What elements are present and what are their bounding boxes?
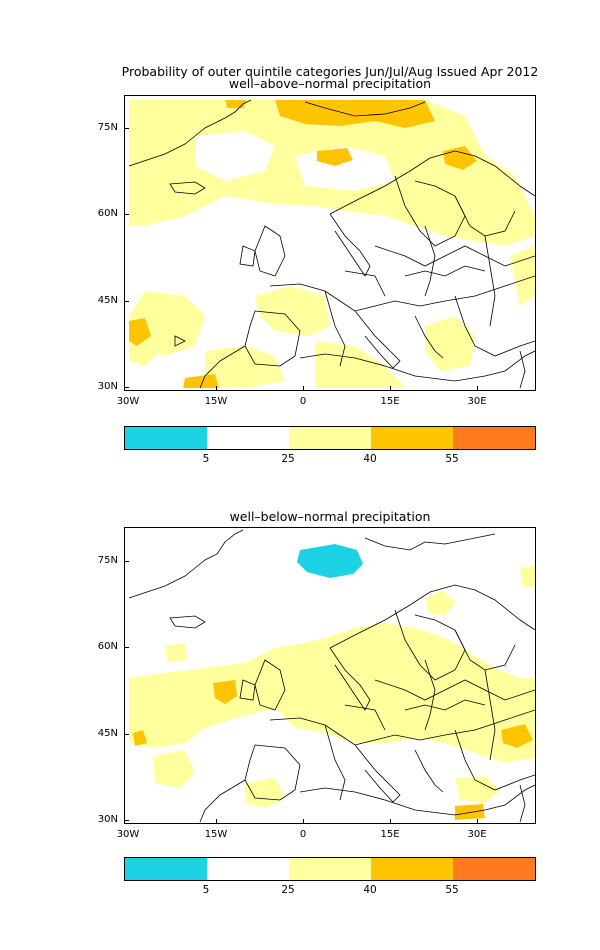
tick	[124, 647, 129, 648]
panel-1-coastlines	[128, 99, 535, 389]
panel-1-subtitle: well–above–normal precipitation	[228, 76, 432, 91]
panel-1-lat-label-60N: 60N	[97, 208, 118, 219]
colorbar-segment-dark-orange	[453, 427, 535, 449]
tick	[216, 819, 217, 824]
tick	[124, 387, 129, 388]
colorbar-segment-cyan	[125, 858, 207, 880]
colorbar-segment-cyan	[125, 427, 207, 449]
panel-2-lon-label-30E: 30E	[467, 829, 487, 840]
panel-2-coastlines	[128, 529, 535, 823]
panel-2-lat-label-30N: 30N	[97, 814, 118, 825]
tick	[390, 386, 391, 391]
panel-2-lat-label-45N: 45N	[97, 728, 118, 739]
tick	[477, 819, 478, 824]
panel-2-colorbar-label-40: 40	[363, 884, 377, 896]
tick	[390, 819, 391, 824]
panel-1-colorbar-label-40: 40	[363, 453, 377, 465]
tick	[124, 214, 129, 215]
panel-2-lat-label-60N: 60N	[97, 641, 118, 652]
panel-1-map	[124, 95, 536, 391]
panel-2-shading-40-55	[133, 680, 533, 820]
panel-1-lat-label-45N: 45N	[97, 295, 118, 306]
panel-1-lat-label-30N: 30N	[97, 381, 118, 392]
panel-1-lon-label-30E: 30E	[467, 396, 487, 407]
colorbar-segment-orange	[371, 858, 453, 880]
panel-1-colorbar	[124, 426, 536, 450]
tick	[124, 820, 129, 821]
panel-2-lat-label-75N: 75N	[97, 555, 118, 566]
panel-2-lon-label-30W: 30W	[116, 829, 140, 840]
panel-1-lat-label-75N: 75N	[97, 122, 118, 133]
panel-1-lon-label-30W: 30W	[116, 396, 140, 407]
tick	[303, 386, 304, 391]
panel-2-colorbar-label-25: 25	[281, 884, 295, 896]
colorbar-segment-light-yellow	[289, 427, 371, 449]
tick	[124, 561, 129, 562]
panel-1-lon-label-0: 0	[299, 396, 307, 407]
panel-2-shading-white	[235, 708, 415, 790]
panel-1-colorbar-label-5: 5	[202, 453, 210, 465]
panel-2-lon-label-15W: 15W	[204, 829, 228, 840]
tick	[216, 386, 217, 391]
panel-2-colorbar-label-55: 55	[445, 884, 459, 896]
colorbar-segment-orange	[371, 427, 453, 449]
panel-1-shading-40-55	[129, 100, 477, 388]
panel-1-colorbar-label-55: 55	[445, 453, 459, 465]
panel-2-shading-25-40	[129, 566, 535, 808]
tick	[124, 734, 129, 735]
panel-1-lon-label-15E: 15E	[380, 396, 400, 407]
tick	[303, 819, 304, 824]
colorbar-segment-white	[207, 427, 289, 449]
panel-1-lon-label-15W: 15W	[204, 396, 228, 407]
tick	[477, 386, 478, 391]
colorbar-segment-white	[207, 858, 289, 880]
panel-2-colorbar	[124, 857, 536, 881]
figure-title: Probability of outer quintile categories…	[121, 64, 539, 79]
panel-2-lon-label-15E: 15E	[380, 829, 400, 840]
panel-2-colorbar-label-5: 5	[202, 884, 210, 896]
panel-2-shading-below-5	[297, 544, 363, 578]
tick	[124, 301, 129, 302]
panel-1-colorbar-label-25: 25	[281, 453, 295, 465]
colorbar-segment-dark-orange	[453, 858, 535, 880]
tick	[124, 128, 129, 129]
panel-2-lon-label-0: 0	[299, 829, 307, 840]
colorbar-segment-light-yellow	[289, 858, 371, 880]
panel-2-subtitle: well–below–normal precipitation	[229, 509, 431, 524]
panel-2-map	[124, 527, 536, 824]
